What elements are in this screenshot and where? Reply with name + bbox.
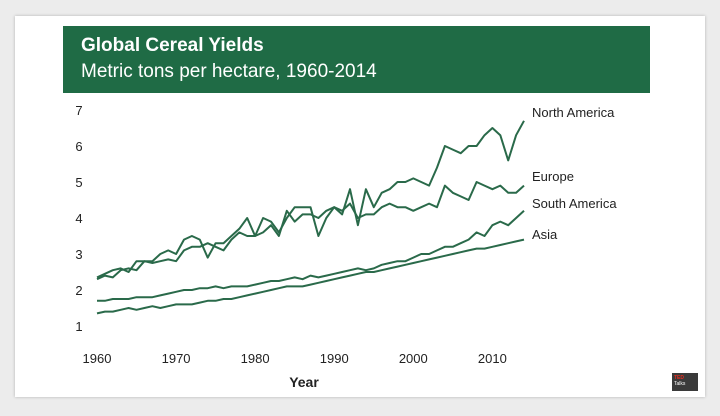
series-line xyxy=(97,210,525,302)
y-tick-label: 7 xyxy=(75,103,82,118)
series-lines xyxy=(96,120,525,315)
axis-ticks: 1 2 3 4 5 6 7 1960 1970 1980 1990 2000 2010 xyxy=(75,103,506,366)
slide: Global Cereal Yields Metric tons per hec… xyxy=(15,16,705,397)
chart-area: 1 2 3 4 5 6 7 1960 1970 1980 1990 2000 2010 North Am… xyxy=(75,103,617,390)
chart-subtitle: Metric tons per hectare, 1960-2014 xyxy=(81,61,377,82)
y-tick-label: 2 xyxy=(75,283,82,298)
ted-logo: TED Talks xyxy=(672,373,698,391)
x-tick-label: 2000 xyxy=(399,351,428,366)
series-line xyxy=(96,120,525,279)
x-axis-label: Year xyxy=(289,374,319,390)
x-tick-label: 2010 xyxy=(478,351,507,366)
series-label: South America xyxy=(532,196,617,211)
series-labels: North America Europe South America Asia xyxy=(532,105,617,242)
series-line xyxy=(96,238,525,315)
y-tick-label: 5 xyxy=(75,175,82,190)
series-label: North America xyxy=(532,105,615,120)
y-tick-label: 6 xyxy=(75,139,82,154)
x-tick-label: 1990 xyxy=(320,351,349,366)
x-tick-label: 1970 xyxy=(162,351,191,366)
x-tick-label: 1980 xyxy=(241,351,270,366)
logo-talks: Talks xyxy=(674,381,686,387)
logo-ted: TED xyxy=(674,375,684,381)
series-line xyxy=(96,181,525,281)
x-tick-label: 1960 xyxy=(83,351,112,366)
y-tick-label: 3 xyxy=(75,247,82,262)
series-label: Asia xyxy=(532,227,558,242)
y-tick-label: 1 xyxy=(75,319,82,334)
title-banner: Global Cereal Yields Metric tons per hec… xyxy=(63,26,650,93)
y-tick-label: 4 xyxy=(75,211,82,226)
chart-title: Global Cereal Yields xyxy=(81,35,264,56)
series-label: Europe xyxy=(532,169,574,184)
